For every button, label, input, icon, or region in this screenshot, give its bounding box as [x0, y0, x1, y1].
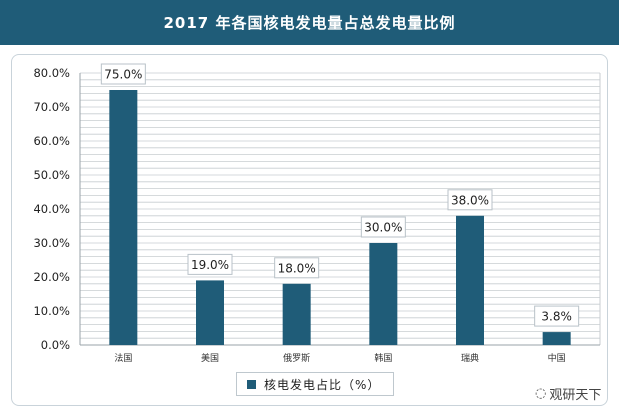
y-tick-label: 80.0% [33, 66, 70, 80]
y-tick-label: 10.0% [33, 304, 70, 318]
x-tick-label: 韩国 [374, 352, 392, 364]
data-label: 38.0% [451, 193, 489, 207]
data-label-box [534, 305, 580, 327]
data-label-box [447, 189, 493, 211]
x-tick-label: 美国 [201, 352, 219, 364]
bar [456, 215, 484, 345]
y-tick-label: 60.0% [33, 134, 70, 148]
x-tick-label: 瑞典 [461, 352, 479, 364]
legend: 核电发电占比（%） [236, 372, 394, 396]
legend-label: 核电发电占比（%） [264, 377, 381, 392]
y-tick-label: 30.0% [33, 236, 70, 250]
data-label: 18.0% [278, 261, 316, 275]
bar [282, 283, 311, 345]
bar [369, 243, 398, 345]
chart-title-bar: 2017 年各国核电发电量占总发电量比例 [0, 0, 619, 45]
watermark: ◌ 观研天下 [535, 384, 601, 403]
data-label-box [274, 257, 320, 279]
data-label-box [360, 216, 406, 238]
data-label: 30.0% [364, 221, 402, 235]
data-label: 3.8% [541, 310, 572, 324]
x-tick-label: 法国 [114, 352, 132, 364]
bar [196, 280, 224, 345]
bar [109, 90, 138, 345]
data-label-box [187, 253, 233, 275]
watermark-text: 观研天下 [549, 388, 602, 403]
y-tick-label: 0.0% [41, 338, 70, 352]
data-label-box [100, 63, 146, 85]
x-tick-label: 中国 [548, 352, 566, 364]
y-tick-label: 70.0% [33, 100, 70, 114]
y-tick-label: 20.0% [33, 270, 70, 284]
y-tick-label: 40.0% [33, 202, 70, 216]
x-tick-label: 俄罗斯 [283, 352, 310, 364]
data-label: 75.0% [104, 68, 142, 82]
wechat-chat-icon: ◌ [535, 386, 547, 401]
data-label: 19.0% [191, 258, 229, 272]
bar [542, 332, 571, 345]
y-tick-label: 50.0% [33, 168, 70, 182]
legend-swatch [247, 379, 256, 389]
chart-title: 2017 年各国核电发电量占总发电量比例 [163, 14, 456, 32]
